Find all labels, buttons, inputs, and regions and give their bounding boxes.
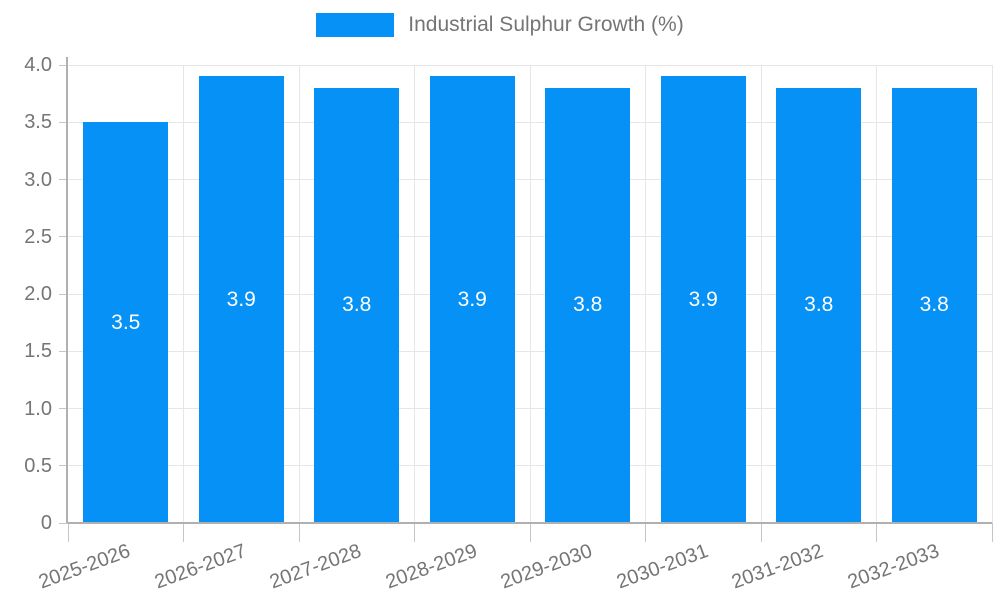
gridline-vertical xyxy=(183,65,184,523)
x-axis-tick xyxy=(876,523,877,542)
bar-2028-2029[interactable] xyxy=(429,76,515,523)
y-axis-tick xyxy=(59,465,68,467)
x-axis-tick xyxy=(529,523,531,542)
y-axis-tick xyxy=(59,64,68,66)
y-axis-tick-label: 4.0 xyxy=(24,54,52,76)
bar-value-label: 3.8 xyxy=(342,293,372,317)
bar-value-label: 3.8 xyxy=(804,293,834,317)
bar-value-label: 3.9 xyxy=(226,287,256,311)
y-axis-tick xyxy=(59,121,68,123)
x-axis-tick xyxy=(760,523,762,542)
y-axis-tick-label: 1.5 xyxy=(24,340,52,363)
y-axis-tick-label: 0.5 xyxy=(24,454,52,477)
x-axis-category-label: 2026-2027 xyxy=(151,540,249,594)
bar-2026-2027[interactable] xyxy=(198,76,284,523)
x-axis-line xyxy=(68,522,992,524)
y-axis-tick xyxy=(59,408,68,409)
y-axis-line xyxy=(66,57,68,523)
y-axis-tick-label: 3.0 xyxy=(24,168,52,191)
y-axis-tick xyxy=(59,522,68,524)
x-axis-tick xyxy=(645,523,646,542)
y-axis-tick-label: 0 xyxy=(40,512,52,534)
y-axis-tick-label: 3.5 xyxy=(24,111,52,134)
y-axis-tick-label: 2.0 xyxy=(24,283,52,305)
bar-2025-2026[interactable] xyxy=(83,122,169,523)
legend-label: Industrial Sulphur Growth (%) xyxy=(408,13,684,36)
x-axis-tick xyxy=(183,523,184,542)
x-axis-category-label: 2029-2030 xyxy=(497,540,596,594)
legend: Industrial Sulphur Growth (%) xyxy=(0,13,1000,37)
bar-2029-2030[interactable] xyxy=(545,87,631,523)
gridline-vertical xyxy=(529,65,531,523)
x-axis-category-label: 2025-2026 xyxy=(35,540,134,594)
legend-item[interactable]: Industrial Sulphur Growth (%) xyxy=(316,13,684,37)
y-axis-tick xyxy=(59,236,68,238)
bar-value-label: 3.9 xyxy=(688,287,718,311)
x-axis-category-label: 2032-2033 xyxy=(844,540,942,594)
gridline-vertical xyxy=(876,65,877,523)
x-axis-category-label: 2031-2032 xyxy=(728,540,827,594)
bar-2032-2033[interactable] xyxy=(891,87,977,523)
y-axis-tick-label: 1.0 xyxy=(24,397,52,420)
x-axis-tick xyxy=(991,523,993,542)
bar-value-label: 3.5 xyxy=(111,310,141,334)
y-axis-tick-label: 2.5 xyxy=(24,225,52,248)
y-axis-tick xyxy=(59,293,68,295)
x-axis-category-label: 2028-2029 xyxy=(382,540,480,594)
bar-2027-2028[interactable] xyxy=(314,87,400,523)
bar-2030-2031[interactable] xyxy=(660,76,746,523)
gridline-vertical xyxy=(298,65,300,523)
bar-value-label: 3.9 xyxy=(457,287,487,311)
legend-swatch xyxy=(316,13,395,37)
bar-value-label: 3.8 xyxy=(573,293,603,317)
y-axis-tick xyxy=(59,350,68,352)
y-axis-tick xyxy=(59,179,68,180)
x-axis-tick xyxy=(67,523,69,542)
gridline-vertical xyxy=(645,65,646,523)
x-axis-category-label: 2027-2028 xyxy=(266,540,365,594)
x-axis-tick xyxy=(298,523,300,542)
gridline-vertical xyxy=(991,65,993,523)
gridline-vertical xyxy=(760,65,762,523)
gridline-vertical xyxy=(414,65,415,523)
x-axis-tick xyxy=(414,523,415,542)
bar-value-label: 3.8 xyxy=(919,293,949,317)
bar-2031-2032[interactable] xyxy=(776,87,862,523)
x-axis-category-label: 2030-2031 xyxy=(613,540,711,594)
